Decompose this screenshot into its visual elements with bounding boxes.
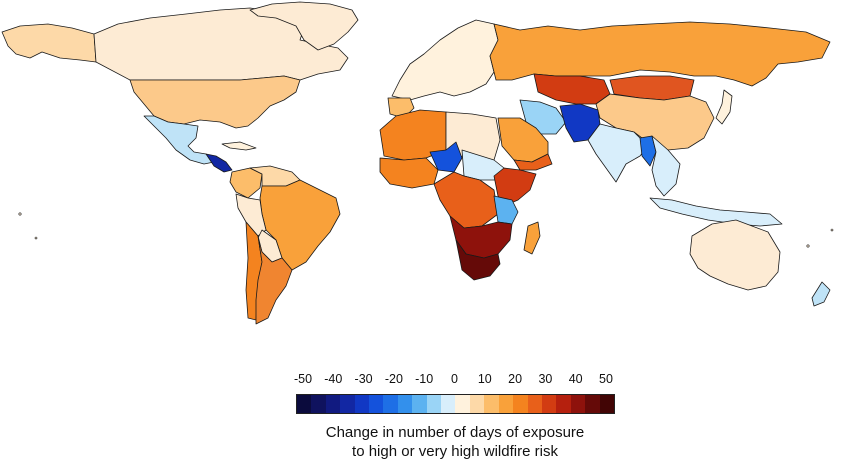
colorbar-segment: [484, 395, 498, 413]
colorbar-segment: [571, 395, 585, 413]
region-indonesia: [650, 198, 782, 226]
region-japan: [716, 90, 732, 124]
island-dot: [807, 245, 809, 247]
colorbar-segment: [369, 395, 383, 413]
colorbar-segment: [427, 395, 441, 413]
colorbar-segment: [513, 395, 527, 413]
legend-tick-label: -40: [324, 372, 342, 386]
colorbar-segment: [383, 395, 397, 413]
legend-caption-line2: to high or very high wildfire risk: [270, 443, 640, 460]
colorbar-segment: [355, 395, 369, 413]
legend-tick-label: 50: [599, 372, 613, 386]
colorbar-segment: [412, 395, 426, 413]
region-europe-west: [392, 20, 498, 100]
colorbar-segment: [556, 395, 570, 413]
legend-tick-label: 20: [508, 372, 522, 386]
colorbar-segment: [340, 395, 354, 413]
legend-tick-label: -50: [294, 372, 312, 386]
island-dot: [831, 229, 833, 231]
colorbar-segment: [600, 395, 614, 413]
world-choropleth-map: [0, 0, 844, 340]
region-australia: [690, 220, 780, 290]
colorbar-segment: [528, 395, 542, 413]
region-kazakhstan: [534, 74, 610, 104]
colorbar-segment: [470, 395, 484, 413]
region-new-zealand: [812, 282, 830, 306]
legend-tick-label: 0: [451, 372, 458, 386]
legend: -50 -40 -30 -20 -10 0 10 20 30 40 50 Change in num…: [290, 372, 620, 464]
region-colombia: [230, 168, 262, 198]
region-west-africa: [380, 158, 438, 188]
legend-colorbar: [296, 394, 615, 414]
colorbar-segment: [542, 395, 556, 413]
legend-tick-label: -20: [385, 372, 403, 386]
legend-tick-labels: -50 -40 -30 -20 -10 0 10 20 30 40 50: [290, 372, 620, 390]
colorbar-segment: [398, 395, 412, 413]
colorbar-segment: [455, 395, 469, 413]
region-alaska: [2, 24, 96, 62]
island-dot: [19, 213, 21, 215]
region-madagascar: [524, 222, 540, 254]
colorbar-segment: [585, 395, 599, 413]
legend-tick-label: -30: [355, 372, 373, 386]
legend-tick-label: 30: [538, 372, 552, 386]
colorbar-segment: [311, 395, 325, 413]
legend-tick-label: 40: [569, 372, 583, 386]
colorbar-segment: [297, 395, 311, 413]
colorbar-segment: [441, 395, 455, 413]
region-cuba: [222, 142, 256, 150]
region-mexico: [144, 116, 214, 164]
colorbar-segment: [326, 395, 340, 413]
legend-tick-label: 10: [478, 372, 492, 386]
island-dot: [35, 237, 37, 239]
legend-tick-label: -10: [415, 372, 433, 386]
colorbar-segment: [499, 395, 513, 413]
legend-caption-line1: Change in number of days of exposure: [270, 424, 640, 441]
